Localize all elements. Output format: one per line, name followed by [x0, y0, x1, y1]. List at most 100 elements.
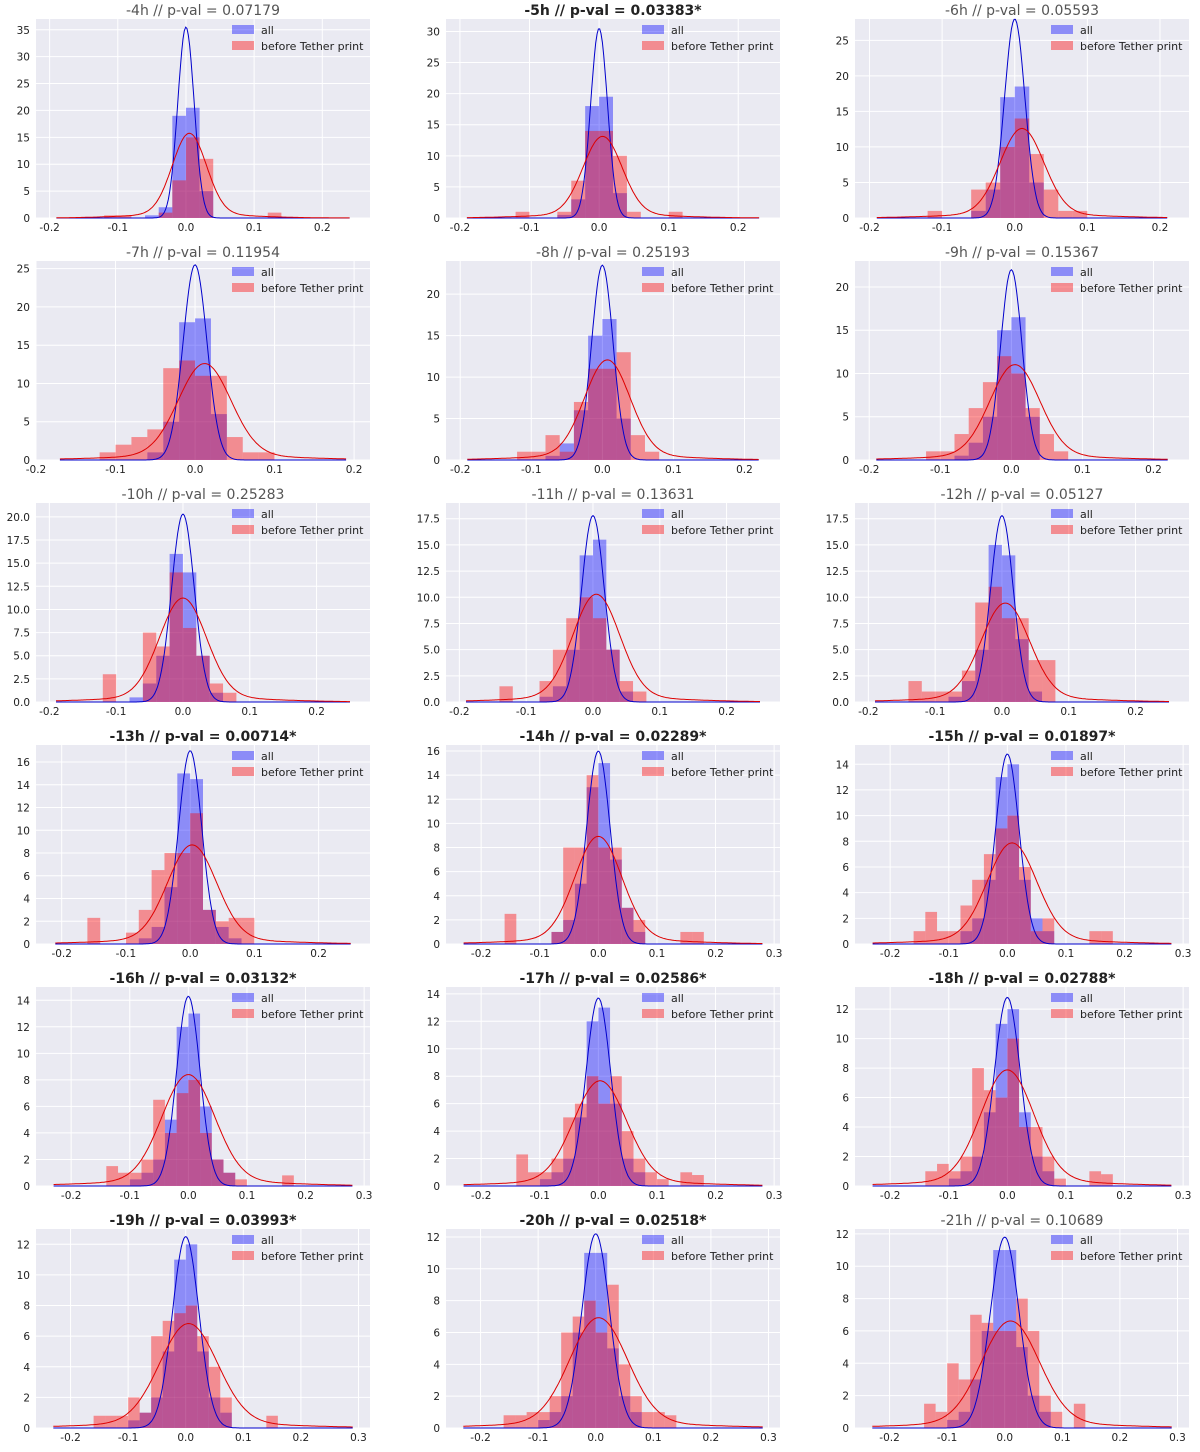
y-tick-label: 2	[433, 1154, 440, 1166]
before-bar	[937, 931, 949, 944]
all-bar	[156, 655, 170, 702]
before-bar	[526, 1412, 539, 1428]
y-tick-label: 8	[842, 1294, 849, 1306]
y-tick-label: 15.0	[7, 558, 30, 570]
before-bar	[1042, 660, 1056, 702]
histogram-chart: -0.2 -0.1 0.0 0.1 0.2 0.3 0 2 4 6 8 10 12 14 -15h // p…	[836, 729, 1192, 960]
all-bar	[633, 1172, 646, 1186]
before-bar	[177, 853, 191, 944]
legend-label-before: before Tether print	[261, 524, 364, 537]
x-tick-label: -0.1	[937, 1432, 958, 1444]
x-tick-label: -0.2	[39, 222, 60, 234]
before-bar	[1007, 815, 1020, 944]
y-tick-label: 10	[427, 1264, 440, 1276]
before-bar	[557, 211, 572, 218]
histogram-chart: -0.2 -0.1 0.0 0.1 0.2 0.3 0 2 4 6 8 10 12 14 16 -14h //…	[427, 729, 783, 960]
y-tick-label: 5	[842, 412, 849, 424]
legend-label-before: before Tether print	[671, 282, 774, 295]
x-tick-label: -0.1	[925, 706, 946, 718]
x-tick-label: -0.2	[471, 1190, 492, 1202]
legend-swatch-before	[642, 525, 664, 534]
y-tick-label: 8	[23, 1075, 30, 1087]
chart-title: -10h // p-val = 0.25283	[122, 487, 285, 503]
y-tick-label: 10	[17, 825, 30, 837]
x-tick-label: 0.0	[590, 948, 607, 960]
plot-area	[855, 19, 1189, 218]
legend-swatch-before	[1051, 1009, 1073, 1018]
x-tick-label: 0.1	[239, 1190, 256, 1202]
before-bar	[1030, 931, 1043, 944]
legend-swatch-all	[642, 1235, 664, 1244]
legend-swatch-before	[1051, 283, 1073, 292]
all-bar	[195, 318, 211, 460]
plot-area	[446, 19, 780, 218]
before-bar	[185, 137, 200, 218]
y-tick-label: 0	[842, 1423, 849, 1435]
before-bar	[158, 212, 173, 218]
before-bar	[125, 932, 139, 944]
y-tick-label: 14	[17, 995, 31, 1007]
x-tick-label: 0.3	[1175, 948, 1192, 960]
x-tick-label: -0.1	[105, 464, 126, 476]
x-tick-label: -0.1	[939, 1190, 960, 1202]
y-tick-label: 15	[427, 331, 440, 343]
all-bar	[203, 909, 216, 944]
all-bar	[1019, 879, 1031, 944]
all-bar	[559, 443, 574, 460]
y-tick-label: 35	[17, 25, 30, 37]
all-kde-line	[466, 28, 760, 219]
chart-title: -21h // p-val = 0.10689	[941, 1213, 1104, 1229]
y-tick-label: 17.5	[7, 535, 30, 547]
x-tick-label: 0.0	[585, 706, 602, 718]
x-tick-label: -0.1	[519, 222, 540, 234]
before-bar	[267, 212, 282, 218]
x-tick-label: 0.2	[346, 464, 363, 476]
y-tick-label: 8	[23, 848, 30, 860]
x-tick-label: 0.2	[310, 948, 327, 960]
all-bar	[1007, 1009, 1020, 1186]
x-tick-label: 0.2	[730, 222, 747, 234]
plot-area	[446, 745, 780, 944]
x-tick-label: 0.1	[1079, 222, 1096, 234]
legend-label-before: before Tether print	[1080, 282, 1183, 295]
all-bar	[228, 938, 242, 944]
y-tick-label: 0	[23, 213, 30, 225]
before-bar	[1058, 210, 1073, 218]
y-tick-label: 7.5	[423, 618, 440, 630]
before-bar	[574, 847, 587, 944]
y-tick-label: 0.0	[832, 697, 849, 709]
all-bar	[141, 1172, 154, 1186]
legend-label-before: before Tether print	[1080, 40, 1183, 53]
before-bar	[692, 931, 704, 944]
y-tick-label: 10	[427, 372, 440, 384]
before-bar	[545, 435, 560, 460]
all-bar	[947, 1419, 959, 1428]
x-tick-label: 0.3	[766, 1190, 783, 1202]
y-tick-label: 4	[23, 1362, 30, 1374]
y-tick-label: 0	[842, 939, 849, 951]
before-bar	[282, 1175, 294, 1186]
all-bar	[1011, 317, 1026, 460]
before-bar	[1004, 1330, 1017, 1428]
y-tick-label: 6	[23, 1331, 30, 1343]
before-bar	[664, 1415, 677, 1428]
all-bar	[584, 1252, 596, 1428]
before-kde-line	[463, 1317, 763, 1428]
legend-swatch-all	[232, 751, 254, 760]
x-tick-label: 0.0	[1006, 222, 1023, 234]
all-bar	[539, 696, 553, 702]
before-bar	[1039, 1395, 1051, 1428]
all-kde-line	[53, 1236, 353, 1429]
before-bar	[584, 1300, 596, 1428]
legend-label-before: before Tether print	[671, 1250, 774, 1263]
histogram-chart: -0.2 -0.1 0.0 0.1 0.2 0 5 10 15 20 25 -7h // p-val …	[17, 245, 370, 476]
before-bar	[645, 1172, 657, 1186]
before-bar	[656, 1179, 669, 1186]
all-bar	[1039, 1411, 1051, 1428]
chart-title: -14h // p-val = 0.02289*	[519, 729, 707, 745]
x-tick-label: 0.0	[187, 464, 204, 476]
all-bar	[948, 696, 962, 702]
all-kde-line	[59, 264, 347, 461]
all-bar	[982, 416, 998, 460]
legend-swatch-before	[232, 525, 254, 534]
